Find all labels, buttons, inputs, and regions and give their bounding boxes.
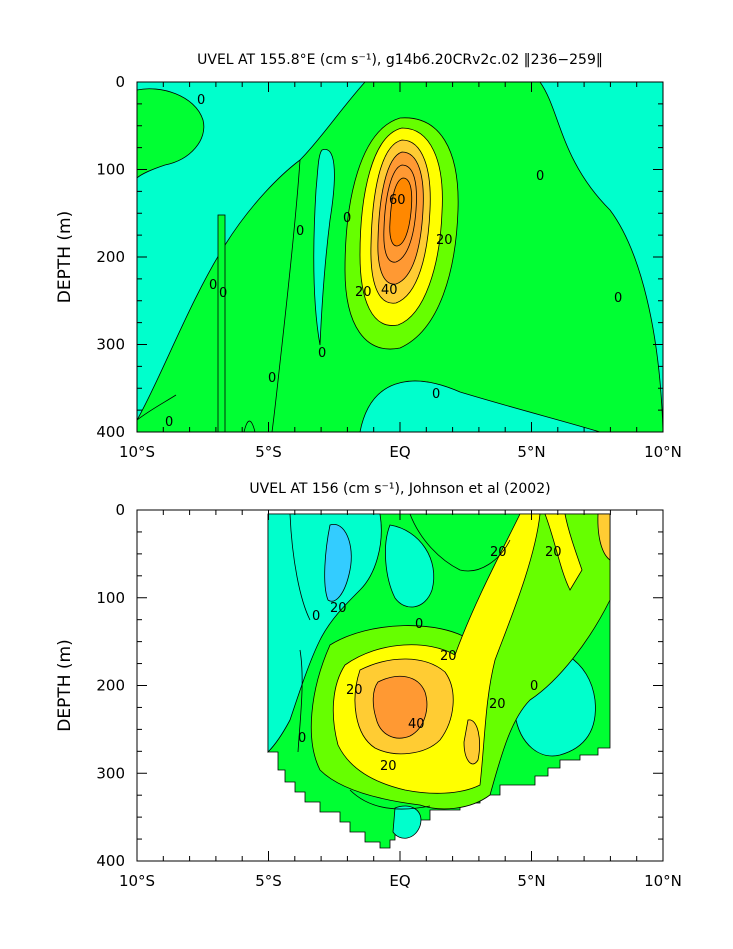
bottom-extra-contour-3	[297, 649, 303, 753]
bottom-y-tick-label: 200	[96, 677, 125, 695]
top-contour-label: 0	[268, 371, 276, 386]
bottom-extra-contour-1	[289, 513, 311, 621]
bottom-contour-label: 20	[346, 683, 363, 698]
top-cyan-tongue	[313, 149, 335, 346]
top-y-tick-label: 300	[96, 336, 125, 354]
bottom-contour-label: 0	[312, 609, 320, 624]
top-extra-contour-1	[137, 394, 177, 421]
top-x-tick-label: EQ	[389, 443, 410, 461]
top-lower-negative-lobe	[359, 380, 601, 432]
bottom-contour-fields	[267, 513, 611, 849]
bottom-contour-label: 20	[330, 601, 347, 616]
top-contour-label: 0	[318, 346, 326, 361]
bottom-mid-negative	[385, 524, 434, 608]
bottom-y-tick-label: 300	[96, 764, 125, 782]
bottom-plot-title: UVEL AT 156 (cm s⁻¹), Johnson et al (200…	[249, 481, 550, 497]
panel-top: UVEL AT 155.8°E (cm s⁻¹), g14b6.20CRv2c.…	[55, 52, 682, 461]
bottom-contour-label: 0	[415, 617, 423, 632]
top-contour-label: 0	[296, 224, 304, 239]
top-y-tick-label: 0	[115, 73, 125, 91]
top-x-tick-label: 10°N	[644, 443, 682, 461]
bottom-contour-label: 20	[380, 759, 397, 774]
bottom-right-strip-30	[597, 513, 611, 561]
top-contour-label: 20	[355, 285, 372, 300]
bottom-y-axis-title: DEPTH (m)	[55, 639, 75, 731]
top-contour-label: 0	[219, 286, 227, 301]
top-x-tick-label: 5°S	[255, 443, 282, 461]
top-contour-label: 0	[209, 278, 217, 293]
bottom-contour-label: 0	[530, 679, 538, 694]
top-contour-label: 20	[436, 233, 453, 248]
top-y-tick-label: 200	[96, 248, 125, 266]
bottom-upper-left-strong-negative	[324, 524, 352, 602]
top-extra-contour-3	[243, 420, 256, 432]
bottom-deep-negative	[392, 805, 422, 839]
bottom-right-strip-20	[544, 513, 583, 591]
top-contour-label: 0	[432, 387, 440, 402]
bottom-contour-label: 20	[489, 697, 506, 712]
bottom-extra-contour-4	[349, 789, 431, 810]
bottom-extra-contour-2	[409, 513, 511, 572]
top-contour-labels: 0 0 0 0 0 0 0 0 0 0 60 20 40 20 0	[165, 93, 622, 430]
bottom-contour-label: 0	[298, 731, 306, 746]
bottom-x-tick-label: EQ	[389, 872, 410, 890]
bottom-x-tick-label: 10°N	[644, 872, 682, 890]
top-y-axis-title: DEPTH (m)	[55, 211, 75, 303]
top-contour-label: 0	[165, 415, 173, 430]
top-contour-fields	[137, 82, 663, 432]
bottom-y-tick-label: 0	[115, 501, 125, 519]
top-contour-label: 0	[536, 169, 544, 184]
top-contour-label: 0	[343, 211, 351, 226]
bottom-contour-label: 40	[408, 717, 425, 732]
panel-bottom: UVEL AT 156 (cm s⁻¹), Johnson et al (200…	[55, 481, 682, 890]
top-contour-label: 40	[381, 283, 398, 298]
bottom-contour-labels: 20 20 20 0 20 20 20 40 20 0 0 0	[298, 545, 562, 774]
top-plot-title: UVEL AT 155.8°E (cm s⁻¹), g14b6.20CRv2c.…	[197, 52, 603, 68]
bottom-x-tick-label: 10°S	[119, 872, 155, 890]
top-y-tick-label: 100	[96, 161, 125, 179]
top-level-60	[389, 177, 413, 247]
bottom-contour-label: 20	[490, 545, 507, 560]
bottom-y-tick-label: 400	[96, 852, 125, 870]
bottom-contour-label: 20	[545, 545, 562, 560]
top-x-tick-label: 10°S	[119, 443, 155, 461]
top-vertical-strip	[217, 214, 226, 432]
top-extra-contour-2	[271, 159, 301, 432]
top-y-tick-label: 400	[96, 423, 125, 441]
top-contour-label: 0	[197, 93, 205, 108]
bottom-level-40	[372, 675, 428, 739]
top-x-tick-label: 5°N	[517, 443, 545, 461]
bottom-contour-label: 20	[440, 649, 457, 664]
bottom-x-tick-label: 5°N	[517, 872, 545, 890]
top-left-zero-patch	[137, 88, 205, 179]
bottom-y-tick-label: 100	[96, 589, 125, 607]
top-contour-label: 0	[614, 291, 622, 306]
top-contour-label: 60	[389, 193, 406, 208]
bottom-x-tick-label: 5°S	[255, 872, 282, 890]
bottom-lower-warm-lobe	[463, 719, 480, 765]
